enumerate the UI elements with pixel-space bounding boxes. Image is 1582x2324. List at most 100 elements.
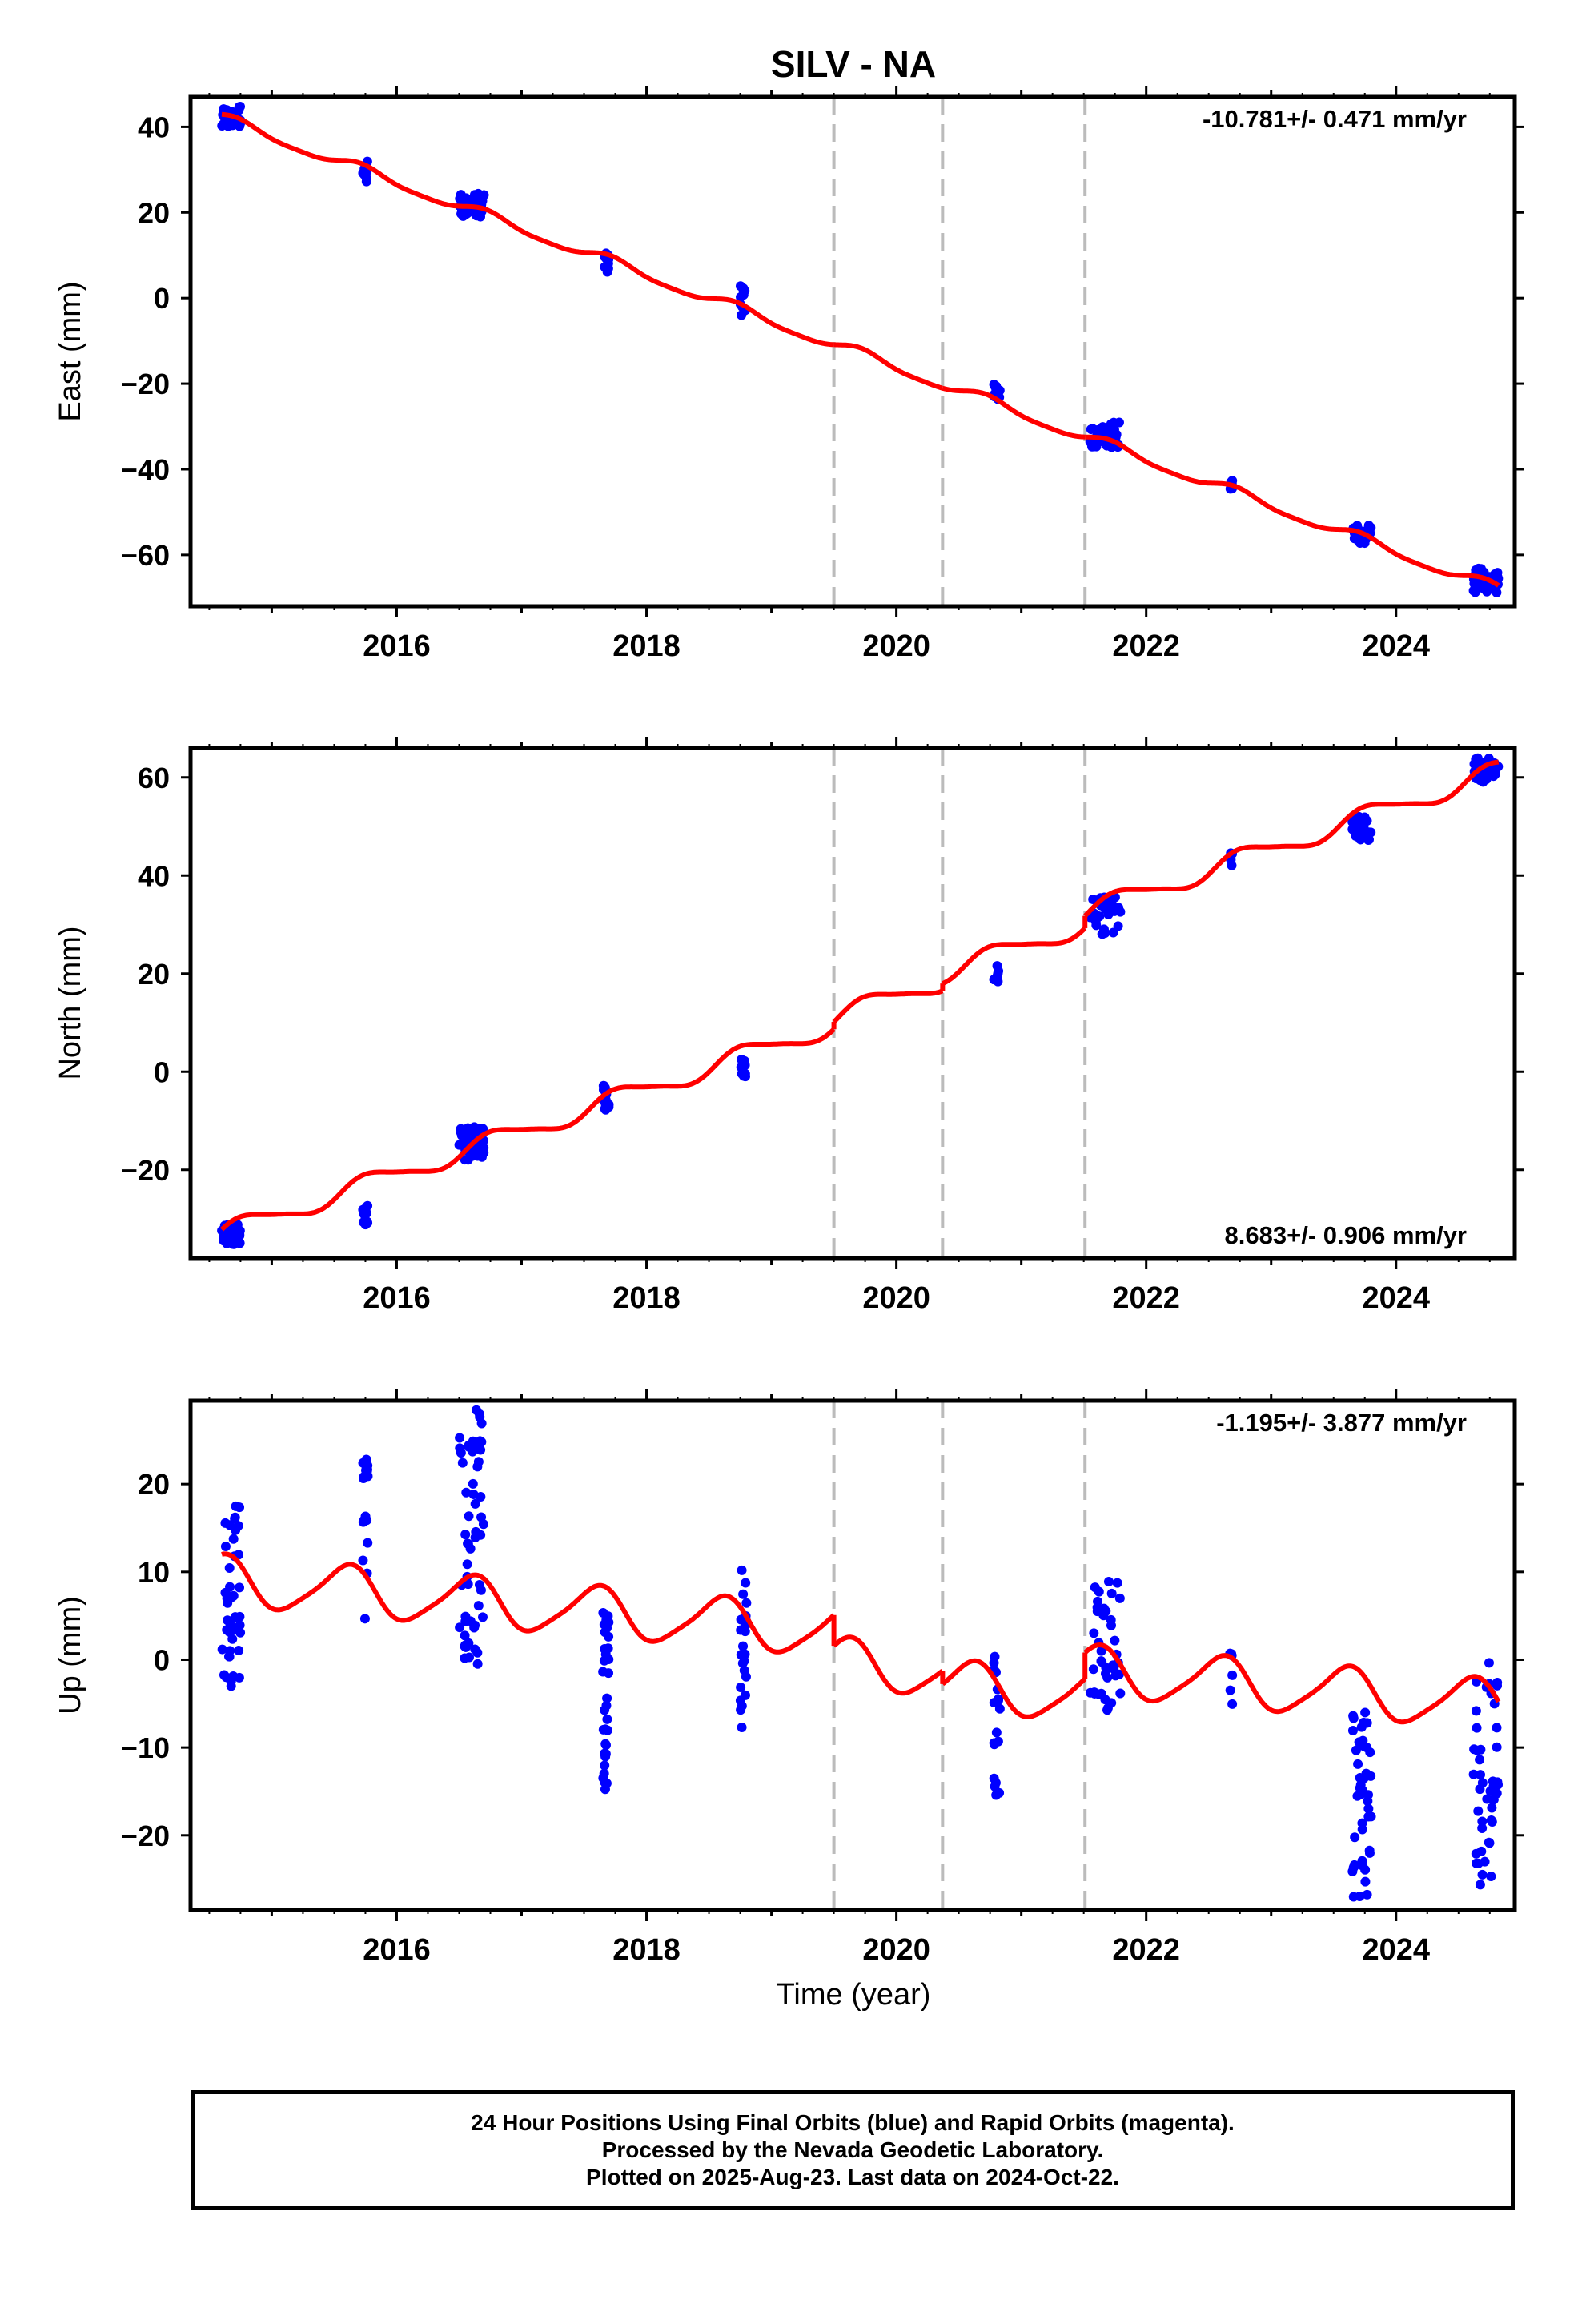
data-point-up: [1484, 1838, 1495, 1848]
data-point-up: [1362, 1743, 1372, 1753]
data-point-up: [476, 1585, 486, 1595]
data-point-up: [741, 1578, 751, 1588]
rate-label-east: -10.781+/- 0.471 mm/yr: [1203, 105, 1467, 133]
data-point-up: [1114, 1669, 1124, 1679]
data-point-east: [224, 115, 235, 126]
data-point-up: [1360, 1876, 1371, 1887]
data-point-up: [359, 1515, 369, 1526]
data-point-up: [994, 1787, 1005, 1798]
data-point-up: [217, 1644, 227, 1655]
data-point-up: [1475, 1880, 1485, 1890]
data-point-up: [604, 1655, 614, 1665]
data-point-up: [1115, 1688, 1126, 1699]
data-point-up: [1357, 1856, 1367, 1866]
x-tick-label: 2024: [1362, 1933, 1430, 1967]
data-point-north: [602, 1100, 612, 1110]
data-point-north: [1091, 920, 1102, 931]
data-point-up: [228, 1534, 239, 1544]
data-point-up: [359, 1614, 370, 1624]
data-point-north: [473, 1124, 484, 1135]
model-curve-north: [832, 988, 944, 1024]
data-point-up: [1362, 1889, 1372, 1900]
data-point-up: [1357, 1818, 1367, 1828]
data-point-up: [1103, 1576, 1114, 1586]
data-point-up: [740, 1690, 750, 1700]
model-curve-up: [1083, 1642, 1501, 1725]
data-point-up: [470, 1498, 480, 1509]
data-point-up: [1348, 1713, 1359, 1723]
panel-north: 60 40 20 0 −20 2016 2018 2020 2022 2024 North (mm)…: [54, 737, 1524, 1315]
data-point-north: [1488, 766, 1499, 776]
data-point-up: [471, 1405, 481, 1415]
data-point-up: [234, 1645, 244, 1655]
data-point-up: [1350, 1832, 1360, 1843]
data-point-up: [1360, 1864, 1371, 1875]
y-tick-label: 20: [138, 1468, 170, 1501]
x-tick-label: 2022: [1112, 1933, 1180, 1967]
data-point-north: [230, 1233, 240, 1244]
data-point-up: [235, 1502, 245, 1513]
data-point-up: [472, 1462, 483, 1472]
y-tick-label: −20: [121, 368, 170, 400]
data-point-north: [1363, 834, 1374, 845]
data-point-up: [1090, 1582, 1100, 1593]
data-point-up: [464, 1511, 474, 1522]
data-point-up: [1085, 1687, 1095, 1698]
data-point-up: [455, 1622, 465, 1633]
model-curve-north: [941, 926, 1087, 986]
y-axis-label-east: East (mm): [54, 281, 87, 421]
x-tick-label: 2022: [1112, 1281, 1180, 1315]
data-point-east: [461, 209, 472, 219]
data-point-up: [476, 1530, 486, 1540]
data-point-up: [460, 1630, 470, 1641]
chart-title: SILV - NA: [771, 43, 936, 85]
data-point-up: [737, 1565, 747, 1575]
data-point-up: [235, 1620, 245, 1630]
data-point-up: [1473, 1806, 1484, 1816]
data-point-up: [457, 1458, 468, 1468]
data-point-north: [1366, 827, 1376, 838]
y-tick-label: −20: [121, 1154, 170, 1187]
data-point-up: [1492, 1680, 1503, 1691]
data-point-up: [1492, 1777, 1503, 1787]
data-point-up: [603, 1611, 613, 1622]
model-curve-north: [219, 1027, 836, 1232]
data-point-up: [737, 1722, 747, 1732]
data-point-up: [1475, 1755, 1485, 1765]
data-point-north: [1092, 911, 1102, 921]
x-tick-label: 2020: [862, 1933, 930, 1967]
data-point-up: [226, 1676, 236, 1687]
data-point-up: [1225, 1685, 1235, 1695]
y-tick-label: −20: [121, 1819, 170, 1852]
data-point-up: [989, 1658, 999, 1668]
model-curve-up: [941, 1658, 1087, 1719]
data-point-up: [1492, 1723, 1502, 1733]
model-curve-east: [941, 385, 1086, 440]
data-point-east: [455, 194, 465, 204]
data-point-north: [1098, 929, 1108, 939]
data-point-up: [468, 1490, 479, 1500]
data-point-up: [235, 1627, 246, 1638]
data-point-up: [470, 1620, 480, 1630]
data-point-up: [460, 1611, 471, 1622]
data-point-north: [1351, 813, 1362, 823]
data-point-up: [1486, 1871, 1496, 1881]
y-tick-label: 10: [138, 1556, 170, 1589]
panel-up: 20 10 0 −10 −20 2016 2018 2020 2022 2024 Up (mm) -1…: [54, 1389, 1524, 1967]
data-point-up: [602, 1693, 612, 1703]
data-point-up: [1096, 1656, 1106, 1667]
data-point-up: [600, 1760, 610, 1771]
data-point-up: [1348, 1863, 1359, 1873]
data-point-up: [235, 1582, 245, 1593]
data-point-up: [363, 1538, 373, 1548]
data-point-up: [737, 1658, 748, 1668]
model-curve-east: [1083, 434, 1500, 588]
data-point-east: [1089, 441, 1099, 452]
data-point-up: [1475, 1784, 1485, 1795]
data-point-north: [359, 1209, 369, 1220]
data-point-up: [600, 1751, 611, 1762]
data-point-north: [1113, 921, 1123, 931]
data-point-east: [1086, 424, 1096, 435]
data-point-east: [361, 167, 371, 178]
